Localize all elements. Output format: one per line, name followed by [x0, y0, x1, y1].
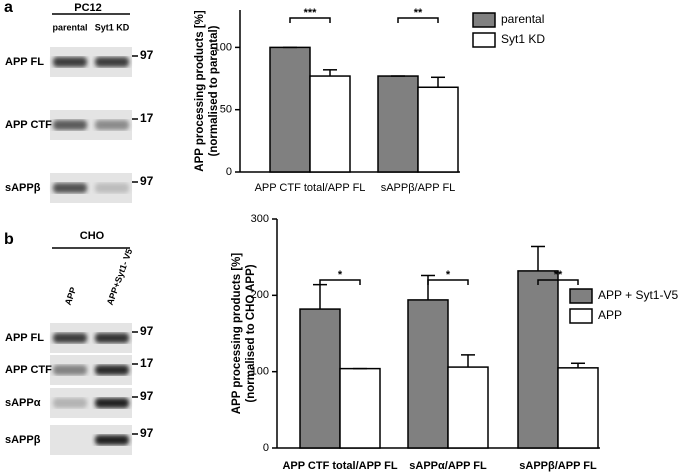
blot-band: [95, 120, 129, 130]
bar: [517, 270, 559, 449]
y-axis-label: APP processing products [%]: [231, 253, 243, 415]
significance-label: *: [446, 269, 451, 281]
lane-label: Syt1 KD: [95, 22, 130, 32]
legend-swatch: [472, 12, 496, 28]
row-label: sAPPβ: [5, 434, 41, 446]
blot-band: [95, 398, 129, 408]
x-tick-label: sAPPβ/APP FL: [381, 182, 456, 194]
bar: [557, 367, 599, 449]
y-axis-label: APP processing products [%]: [194, 10, 206, 172]
legend-label: APP: [598, 308, 622, 322]
bar: [299, 308, 341, 449]
significance-label: *: [338, 269, 343, 281]
lane-label: parental: [52, 22, 87, 32]
x-tick-label: APP CTF total/APP FL: [255, 182, 366, 194]
y-axis-label: (normalised to CHO APP): [245, 264, 257, 402]
marker-label: 97: [140, 389, 154, 403]
x-tick-label: APP CTF total/APP FL: [282, 460, 397, 472]
blot-band: [53, 333, 87, 343]
blot-band: [53, 183, 87, 193]
y-tick-label: 50: [220, 104, 232, 116]
bar: [407, 299, 449, 449]
legend-swatch: [569, 288, 593, 304]
panel-letter: a: [4, 0, 13, 16]
blot-band: [53, 398, 87, 408]
bar: [309, 75, 351, 173]
panel-letter: b: [4, 231, 14, 248]
marker-label: 97: [140, 324, 154, 338]
row-label: APP FL: [5, 56, 44, 68]
cell-line: PC12: [74, 2, 102, 14]
significance-bracket: [427, 279, 469, 285]
blot-band: [53, 57, 87, 67]
y-tick-label: 100: [214, 41, 232, 53]
lane-label: APP: [63, 286, 79, 307]
row-label: APP FL: [5, 332, 44, 344]
y-tick-label: 300: [251, 213, 269, 225]
legend-swatch: [472, 32, 496, 48]
significance-bracket: [319, 279, 361, 285]
marker-label: 97: [140, 48, 154, 62]
y-tick-label: 100: [251, 366, 269, 378]
blot-band: [95, 435, 129, 445]
significance-bracket: [289, 17, 331, 23]
legend-swatch: [569, 308, 593, 324]
blot-band: [95, 365, 129, 375]
blot-band: [53, 365, 87, 375]
lane-label: APP+Syt1- V5: [105, 247, 135, 306]
cell-line: CHO: [80, 230, 105, 242]
x-tick-label: sAPPα/APP FL: [409, 460, 487, 472]
blot-band: [53, 120, 87, 130]
y-axis-label: (normalised to parental): [208, 25, 220, 156]
blot-band: [95, 57, 129, 67]
row-label: APP CTF: [5, 119, 52, 131]
blot-band: [95, 333, 129, 343]
bar: [339, 367, 381, 449]
bar: [269, 46, 311, 173]
legend-label: parental: [501, 12, 544, 26]
significance-bracket: [397, 17, 439, 23]
significance-label: **: [414, 7, 423, 19]
blot-band: [95, 183, 129, 193]
marker-label: 97: [140, 426, 154, 440]
significance-bracket: [537, 279, 579, 285]
significance-label: **: [554, 269, 563, 281]
marker-label: 97: [140, 174, 154, 188]
y-tick-label: 0: [263, 442, 269, 454]
legend-label: APP + Syt1-V5: [598, 288, 678, 302]
x-tick-label: sAPPβ/APP FL: [519, 460, 597, 472]
legend-label: Syt1 KD: [501, 32, 545, 46]
bar: [417, 86, 459, 173]
row-label: APP CTF: [5, 364, 52, 376]
significance-label: ***: [304, 7, 318, 19]
y-tick-label: 0: [226, 166, 232, 178]
marker-label: 17: [140, 111, 154, 125]
marker-label: 17: [140, 356, 154, 370]
row-label: sAPPβ: [5, 182, 41, 194]
y-tick-label: 200: [251, 289, 269, 301]
row-label: sAPPα: [5, 397, 41, 409]
bar: [447, 366, 489, 449]
bar: [377, 75, 419, 173]
